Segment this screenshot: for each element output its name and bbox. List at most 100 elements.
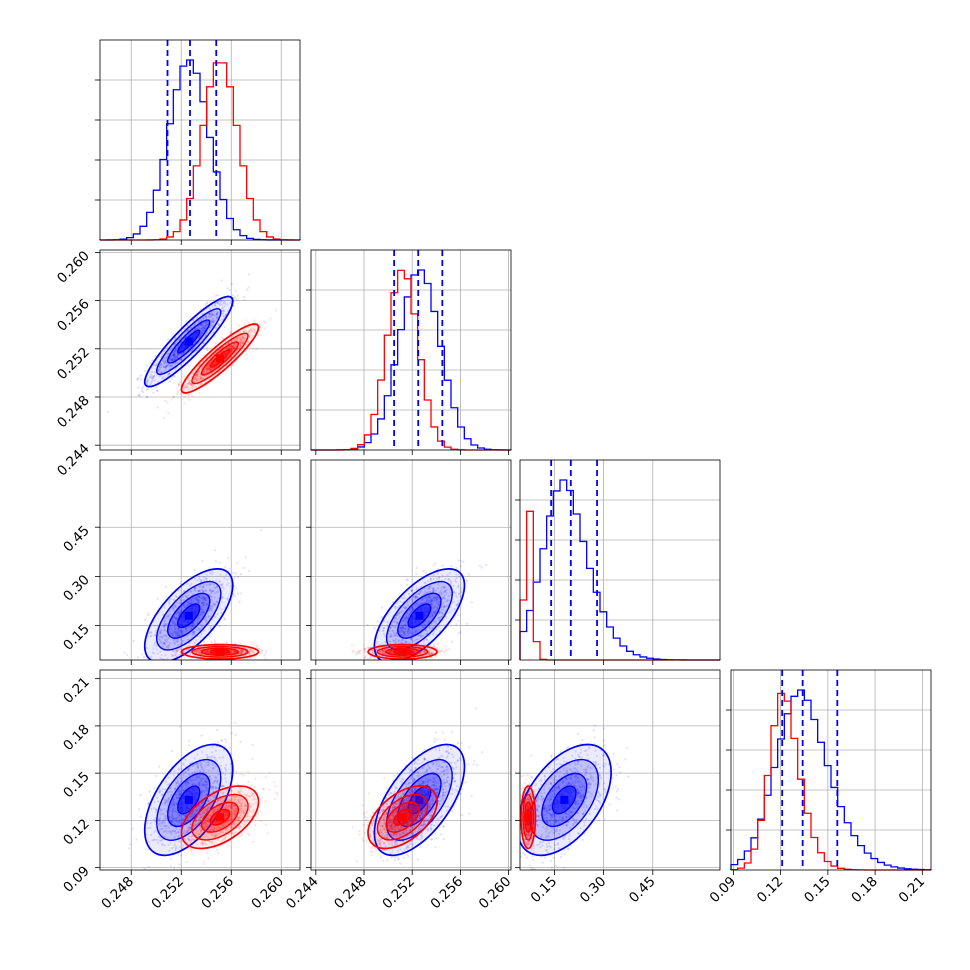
scatter-point bbox=[177, 633, 180, 636]
scatter-point bbox=[218, 304, 221, 307]
scatter-point bbox=[395, 618, 398, 621]
scatter-point bbox=[391, 665, 393, 667]
scatter-point bbox=[241, 650, 244, 653]
scatter-point bbox=[190, 394, 194, 398]
scatter-point bbox=[173, 615, 176, 619]
scatter-point bbox=[197, 651, 200, 654]
scatter-point bbox=[406, 578, 409, 581]
scatter-point bbox=[202, 598, 205, 601]
scatter-point bbox=[212, 589, 215, 592]
scatter-point bbox=[210, 595, 213, 598]
scatter-point bbox=[210, 324, 214, 327]
scatter-point bbox=[412, 650, 415, 653]
scatter-point bbox=[202, 342, 205, 345]
scatter-point bbox=[199, 375, 202, 378]
scatter-point bbox=[202, 575, 205, 579]
scatter-point bbox=[239, 652, 242, 655]
scatter-point bbox=[208, 366, 211, 370]
scatter-point bbox=[229, 330, 232, 333]
scatter-point bbox=[421, 598, 424, 601]
scatter-point bbox=[239, 341, 242, 345]
scatter-point bbox=[402, 619, 405, 622]
scatter-point bbox=[390, 623, 393, 627]
scatter-point bbox=[199, 376, 203, 379]
scatter-point bbox=[216, 301, 219, 304]
scatter-point bbox=[210, 320, 214, 323]
scatter-point bbox=[206, 367, 209, 370]
scatter-point bbox=[451, 640, 454, 643]
scatter-point bbox=[208, 635, 211, 638]
scatter-point bbox=[219, 573, 222, 576]
scatter-point bbox=[174, 617, 178, 621]
scatter-point bbox=[389, 635, 392, 638]
scatter-point bbox=[152, 375, 156, 378]
scatter-point bbox=[146, 380, 149, 383]
scatter-point bbox=[399, 626, 402, 630]
scatter-point bbox=[439, 615, 442, 619]
scatter-point bbox=[165, 364, 168, 368]
scatter-point bbox=[205, 367, 208, 370]
scatter-point bbox=[176, 632, 180, 635]
scatter-point bbox=[411, 631, 415, 635]
scatter-point bbox=[416, 602, 419, 605]
scatter-point bbox=[239, 345, 242, 348]
scatter-point bbox=[364, 671, 366, 673]
scatter-point bbox=[167, 373, 170, 376]
scatter-point bbox=[170, 358, 173, 361]
scatter-point bbox=[206, 649, 210, 653]
scatter-point bbox=[177, 333, 180, 336]
scatter-point bbox=[183, 327, 186, 331]
scatter-point bbox=[197, 627, 201, 630]
scatter-point bbox=[443, 597, 446, 600]
scatter-point bbox=[233, 296, 237, 299]
scatter-point bbox=[146, 395, 149, 398]
scatter-point bbox=[163, 369, 166, 372]
scatter-point bbox=[444, 615, 448, 618]
scatter-point bbox=[180, 630, 184, 633]
scatter-point bbox=[187, 602, 190, 605]
scatter-point bbox=[166, 615, 170, 618]
scatter-point bbox=[238, 335, 241, 339]
scatter-point bbox=[451, 601, 454, 604]
scatter-point bbox=[236, 575, 240, 579]
scatter-point bbox=[199, 377, 203, 380]
scatter-point bbox=[236, 336, 239, 339]
scatter-point bbox=[199, 596, 202, 599]
scatter-point bbox=[430, 603, 433, 606]
scatter-point bbox=[204, 599, 208, 602]
scatter-point bbox=[226, 584, 229, 587]
scatter-point bbox=[396, 602, 399, 605]
scatter-point bbox=[255, 645, 259, 648]
scatter-point bbox=[227, 346, 230, 349]
scatter-point bbox=[438, 611, 441, 614]
scatter-point bbox=[162, 629, 166, 632]
scatter-point bbox=[200, 326, 203, 330]
scatter-point bbox=[172, 354, 176, 357]
scatter-point bbox=[172, 375, 175, 378]
scatter-point bbox=[429, 577, 432, 581]
scatter-point bbox=[161, 635, 164, 638]
scatter-point bbox=[174, 362, 177, 365]
scatter-point bbox=[239, 340, 242, 343]
scatter-point bbox=[206, 368, 209, 371]
scatter-point bbox=[173, 617, 176, 620]
scatter-point bbox=[162, 417, 165, 420]
scatter-point bbox=[455, 594, 458, 597]
scatter-point bbox=[198, 327, 201, 330]
scatter-point bbox=[184, 595, 187, 598]
scatter-point bbox=[176, 356, 179, 359]
scatter-point bbox=[195, 378, 198, 381]
scatter-point bbox=[429, 577, 432, 580]
scatter-point bbox=[244, 333, 248, 337]
scatter-point bbox=[213, 603, 216, 606]
scatter-point bbox=[151, 377, 154, 380]
scatter-point bbox=[190, 582, 193, 585]
scatter-point bbox=[210, 322, 214, 325]
scatter-point bbox=[230, 348, 233, 351]
scatter-point bbox=[199, 613, 203, 616]
scatter-point bbox=[180, 610, 183, 613]
scatter-point bbox=[145, 647, 149, 650]
scatter-point bbox=[251, 650, 254, 653]
scatter-point bbox=[161, 377, 164, 380]
scatter-point bbox=[137, 655, 140, 659]
